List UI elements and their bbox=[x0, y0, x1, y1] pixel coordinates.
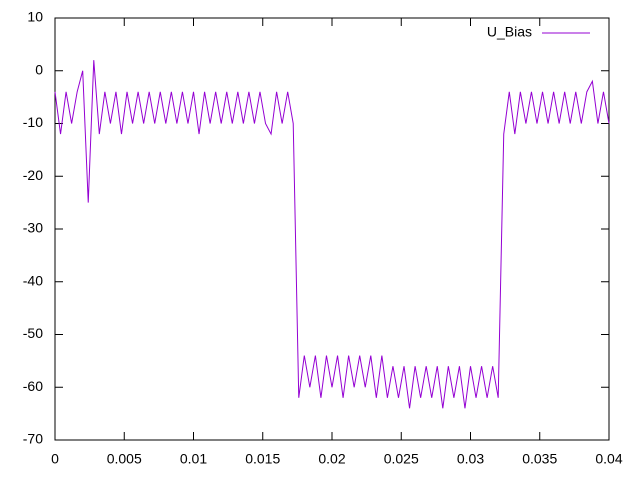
x-tick-label: 0.02 bbox=[318, 451, 345, 467]
plot-border bbox=[54, 17, 610, 441]
x-tick-label: 0.025 bbox=[384, 451, 419, 467]
data-line bbox=[54, 60, 610, 409]
x-tick-label: 0.03 bbox=[457, 451, 484, 467]
y-tick-label: -70 bbox=[23, 431, 43, 447]
y-tick-label: -20 bbox=[23, 167, 43, 183]
y-tick-label: -30 bbox=[23, 220, 43, 236]
x-tick-label: 0.005 bbox=[107, 451, 142, 467]
x-tick-label: 0.015 bbox=[245, 451, 280, 467]
x-tick-label: 0.01 bbox=[180, 451, 207, 467]
y-tick-label: -50 bbox=[23, 325, 43, 341]
legend-label: U_Bias bbox=[487, 24, 532, 40]
y-tick-label: -10 bbox=[23, 114, 43, 130]
y-tick-label: 0 bbox=[35, 61, 43, 77]
y-tick-label: -40 bbox=[23, 272, 43, 288]
y-tick-label: -60 bbox=[23, 378, 43, 394]
x-tick-label: 0.035 bbox=[522, 451, 557, 467]
x-tick-label: 0 bbox=[51, 451, 59, 467]
y-tick-label: 10 bbox=[27, 9, 43, 25]
x-tick-label: 0.04 bbox=[595, 451, 622, 467]
